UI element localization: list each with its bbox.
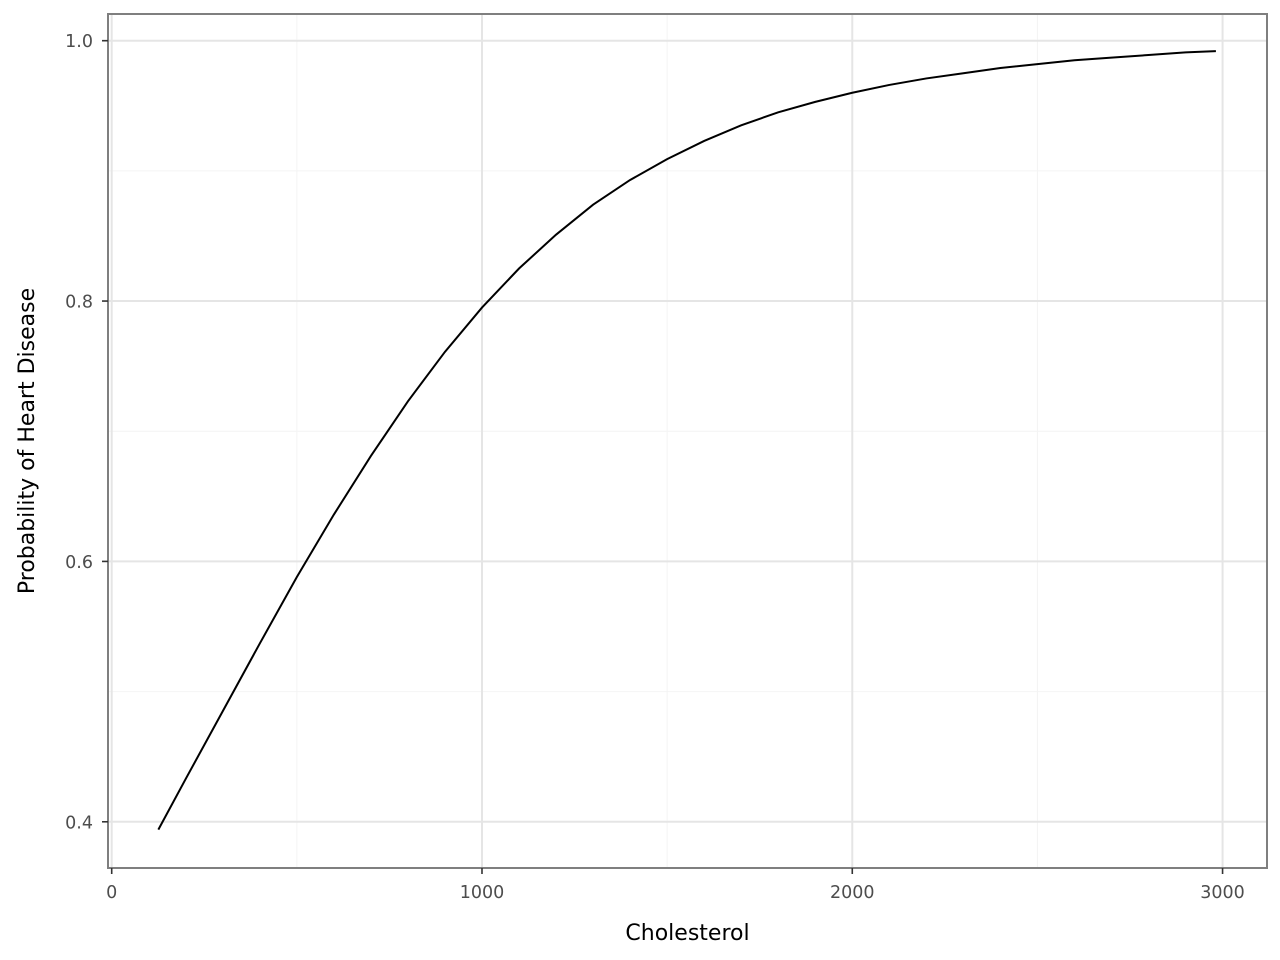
y-tick-label: 1.0	[65, 32, 93, 52]
x-axis-title: Cholesterol	[625, 921, 749, 946]
probability-curve	[157, 50, 1216, 831]
plot-panel-background	[108, 14, 1267, 868]
x-tick-label: 3000	[1200, 883, 1245, 903]
y-tick-label: 0.8	[65, 293, 93, 313]
y-axis-ticks: 0.4 0.6 0.8 1.0	[65, 32, 108, 833]
y-tick-label: 0.4	[65, 813, 93, 833]
major-gridlines	[108, 14, 1267, 868]
x-tick-label: 2000	[830, 883, 875, 903]
x-tick-label: 1000	[460, 883, 505, 903]
plot-panel-border	[107, 13, 1268, 869]
y-axis-title: Probability of Heart Disease	[15, 288, 40, 594]
y-tick-label: 0.6	[65, 553, 93, 573]
x-tick-label: 0	[106, 883, 117, 903]
minor-gridlines	[108, 14, 1267, 868]
series-layer	[157, 50, 1216, 831]
x-axis-ticks: 0 1000 2000 3000	[106, 868, 1245, 903]
